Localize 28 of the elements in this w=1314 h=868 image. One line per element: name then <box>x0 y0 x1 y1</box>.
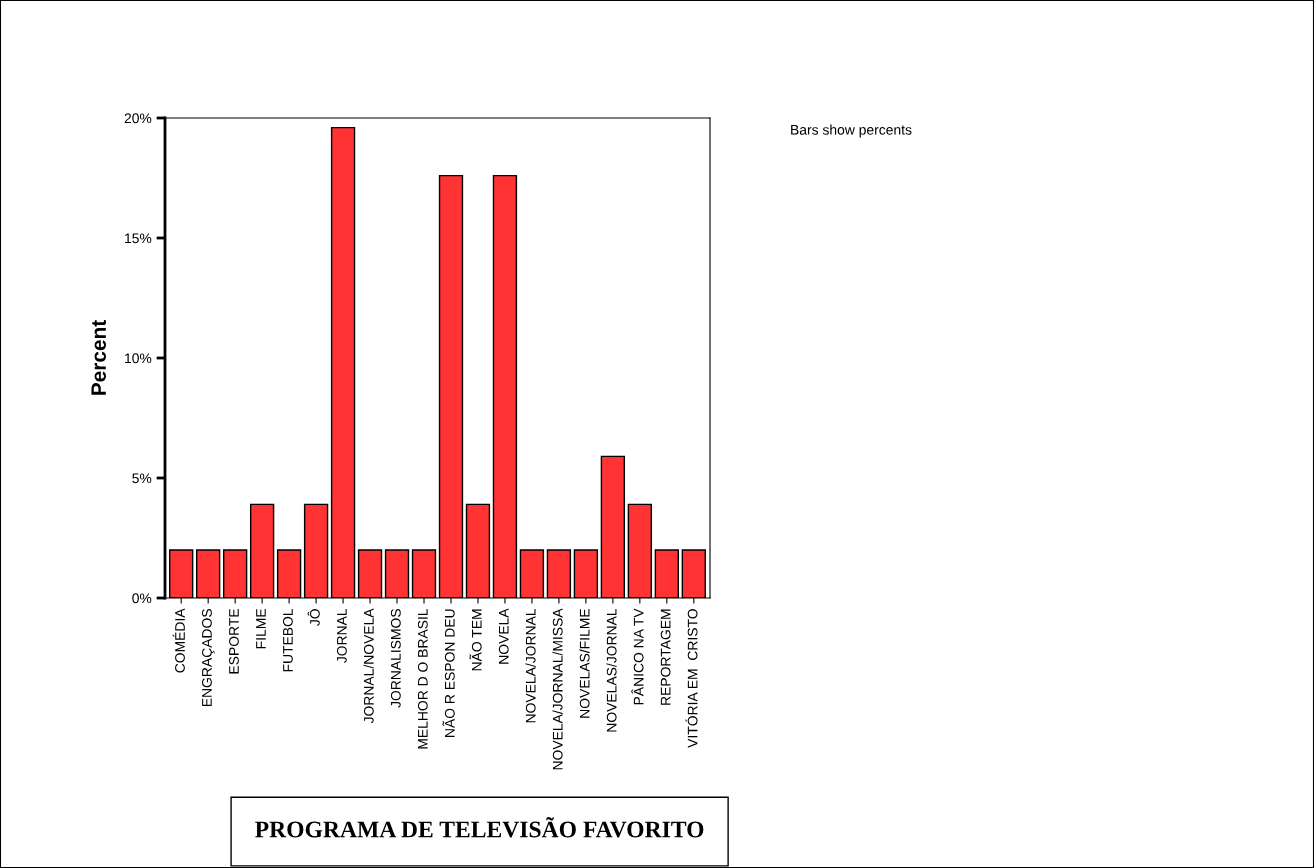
y-tick-label: 10% <box>125 353 152 364</box>
x-tick-label: ENGRAÇADOS <box>202 609 215 707</box>
x-tick-label: JORNAL/NOVELA <box>363 608 374 724</box>
x-tick-label: COMÉDIA <box>172 608 185 673</box>
x-tick-label: JÔ <box>307 609 320 626</box>
y-tick-label: 15% <box>125 233 152 244</box>
x-tick-label: VITÓRIA EM CRISTO <box>685 609 698 748</box>
y-tick-label: 20% <box>124 113 152 124</box>
x-tick-label: JORNAL <box>336 608 347 663</box>
x-tick-label: NOVELA <box>498 608 509 664</box>
x-tick-label: JORNALISMOS <box>390 609 401 708</box>
x-tick-label: NÃO TEM <box>469 609 482 671</box>
x-tick-label: NÃO R ESPON DEU <box>442 609 455 737</box>
x-tick-label: NOVELA/JORNAL/MISSA <box>552 608 563 770</box>
x-tick-label: FILME <box>256 609 266 649</box>
x-tick-label: REPORTAGEM <box>660 609 671 705</box>
x-axis-title: PROGRAMA DE TELEVISÃO FAVORITO <box>255 817 704 838</box>
y-tick-label: 0% <box>132 593 152 604</box>
x-tick-label: NOVELAS/FILME <box>579 609 590 718</box>
x-tick-label: MELHOR D O BRASIL <box>417 608 428 749</box>
x-tick-label: NOVELAS/JORNAL <box>606 608 617 732</box>
text: Bars show percents <box>791 124 912 138</box>
x-tick-label: FUTEBOL <box>283 608 293 672</box>
x-tick-label: ESPORTE <box>229 609 239 674</box>
y-axis-title: Percent <box>91 320 106 395</box>
y-tick-label: 5% <box>132 473 152 484</box>
x-tick-label: PÂNICO NA TV <box>631 608 644 705</box>
x-tick-label: NOVELA/JORNAL <box>525 608 536 723</box>
